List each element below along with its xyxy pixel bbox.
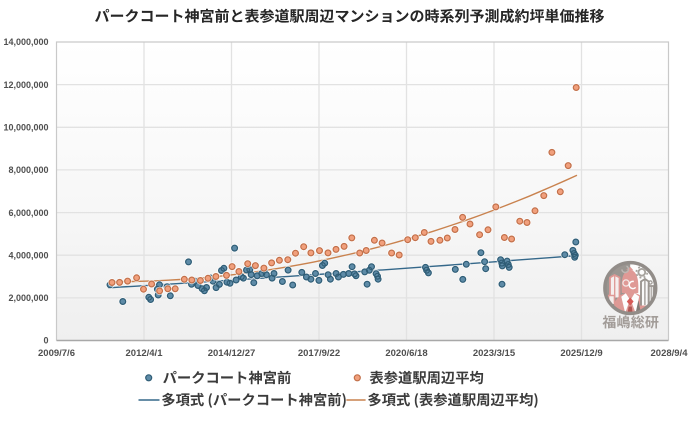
svg-text:12,000,000: 12,000,000 (3, 80, 48, 90)
svg-text:2025/12/9: 2025/12/9 (560, 348, 602, 359)
svg-text:2020/6/18: 2020/6/18 (385, 348, 427, 359)
svg-text:14,000,000: 14,000,000 (3, 37, 48, 47)
svg-text:8,000,000: 8,000,000 (8, 165, 48, 175)
svg-text:0: 0 (43, 336, 48, 346)
svg-text:2009/7/6: 2009/7/6 (38, 348, 75, 359)
svg-text:2014/12/27: 2014/12/27 (208, 348, 256, 359)
svg-text:6,000,000: 6,000,000 (8, 208, 48, 218)
svg-text:2028/9/4: 2028/9/4 (651, 348, 689, 359)
svg-text:2017/9/22: 2017/9/22 (298, 348, 340, 359)
svg-text:2012/4/1: 2012/4/1 (126, 348, 164, 359)
svg-text:4,000,000: 4,000,000 (8, 250, 48, 260)
svg-text:2023/3/15: 2023/3/15 (473, 348, 516, 359)
svg-text:2,000,000: 2,000,000 (8, 293, 48, 303)
svg-text:10,000,000: 10,000,000 (3, 123, 48, 133)
